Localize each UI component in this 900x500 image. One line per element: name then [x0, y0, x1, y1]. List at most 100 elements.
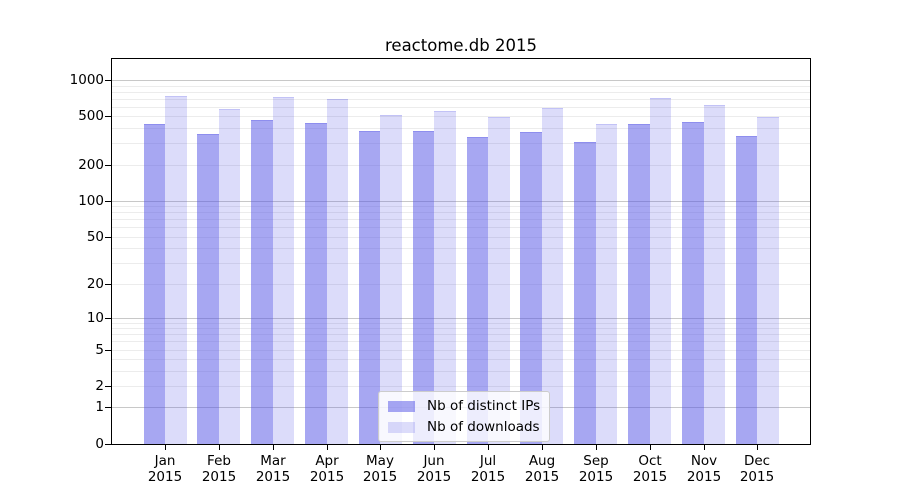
y-tick: [105, 444, 111, 445]
x-tick-label-month: Jan: [154, 453, 176, 469]
y-tick: [105, 237, 111, 238]
bar-downloads: [434, 111, 456, 444]
bar-downloads: [380, 115, 402, 444]
bar-downloads: [488, 117, 510, 444]
bar-distinct-ips: [466, 137, 489, 444]
bar-distinct-ips: [358, 131, 381, 444]
legend-swatch-distinct-ips: [388, 400, 415, 412]
bar-distinct-ips: [305, 123, 327, 444]
x-tick-label-year: 2015: [362, 469, 398, 485]
bar-downloads: [595, 124, 618, 444]
x-tick-label-year: 2015: [739, 469, 775, 485]
y-gridline: [112, 322, 810, 324]
y-tick-label: 5: [95, 342, 104, 358]
y-gridline: [112, 283, 810, 285]
x-tick: [273, 445, 274, 450]
y-gridline: [112, 200, 810, 202]
y-gridline: [112, 385, 810, 387]
x-tick: [327, 445, 328, 450]
x-tick-label: Nov 2015: [672, 453, 736, 485]
y-gridline: [112, 218, 810, 220]
x-tick-label-year: 2015: [578, 469, 614, 485]
bar-downloads: [757, 117, 779, 444]
x-tick-label: Sep 2015: [564, 453, 628, 485]
y-gridline: [112, 370, 810, 372]
bar-downloads: [326, 99, 349, 444]
x-tick: [650, 445, 651, 450]
x-tick-label-month: Feb: [207, 453, 231, 469]
y-tick: [105, 201, 111, 202]
x-tick-label: Oct 2015: [618, 453, 682, 485]
x-tick: [380, 445, 381, 450]
x-tick: [219, 445, 220, 450]
y-tick-label: 200: [78, 157, 104, 173]
y-gridline: [112, 340, 810, 342]
x-tick-label-month: Apr: [315, 453, 339, 469]
y-tick-label: 20: [86, 276, 104, 292]
x-tick: [488, 445, 489, 450]
x-tick-label: Mar 2015: [241, 453, 305, 485]
x-tick-label-month: Jun: [423, 453, 445, 469]
x-tick-label-year: 2015: [147, 469, 183, 485]
y-tick: [105, 165, 111, 166]
y-tick-label: 500: [78, 108, 104, 124]
x-tick-label-year: 2015: [524, 469, 560, 485]
y-gridline: [112, 85, 810, 87]
y-gridline: [112, 358, 810, 360]
y-tick: [105, 350, 111, 351]
legend-swatch-downloads: [388, 421, 415, 433]
x-tick-label: Feb 2015: [187, 453, 251, 485]
y-gridline: [112, 79, 810, 81]
x-tick-label: May 2015: [348, 453, 412, 485]
x-tick-label-month: Sep: [583, 453, 609, 469]
legend: Nb of distinct IPs Nb of downloads: [378, 391, 551, 442]
y-tick: [105, 116, 111, 117]
y-tick-label: 100: [78, 193, 104, 209]
chart-title: reactome.db 2015: [385, 36, 537, 55]
y-gridline: [112, 211, 810, 213]
bar-distinct-ips: [682, 122, 704, 444]
x-tick-label-month: Jul: [479, 453, 497, 469]
x-tick-label-year: 2015: [632, 469, 668, 485]
y-gridline: [112, 262, 810, 264]
y-tick-label: 1: [95, 399, 104, 415]
y-tick: [105, 318, 111, 319]
bar-downloads: [165, 96, 187, 444]
x-tick: [434, 445, 435, 450]
x-tick-label-year: 2015: [309, 469, 345, 485]
y-tick-label: 50: [86, 229, 104, 245]
y-gridline: [112, 327, 810, 329]
y-gridline: [112, 317, 810, 319]
x-tick-label-month: May: [366, 453, 394, 469]
y-tick-label: 2: [95, 378, 104, 394]
legend-item-downloads: Nb of downloads: [388, 418, 540, 436]
y-tick: [105, 284, 111, 285]
y-gridline: [112, 333, 810, 335]
y-tick-label: 1000: [69, 72, 104, 88]
x-tick-label-month: Oct: [638, 453, 662, 469]
x-tick: [704, 445, 705, 450]
x-tick-label: Jun 2015: [402, 453, 466, 485]
bar-distinct-ips: [735, 136, 758, 444]
bar-downloads: [541, 108, 564, 444]
y-gridline: [112, 115, 810, 117]
x-tick-label: Jul 2015: [456, 453, 520, 485]
x-tick-label: Aug 2015: [510, 453, 574, 485]
y-gridline: [112, 226, 810, 228]
x-tick-label-month: Dec: [743, 453, 771, 469]
bar-downloads: [218, 109, 241, 444]
bar-distinct-ips: [197, 134, 219, 444]
bar-distinct-ips: [628, 124, 650, 444]
bar-downloads: [703, 105, 725, 444]
x-tick: [757, 445, 758, 450]
x-tick: [596, 445, 597, 450]
x-tick-label-month: Mar: [260, 453, 286, 469]
y-tick: [105, 386, 111, 387]
legend-label-distinct-ips: Nb of distinct IPs: [427, 398, 541, 414]
x-tick-label-year: 2015: [255, 469, 291, 485]
x-tick: [165, 445, 166, 450]
y-tick-label: 10: [86, 310, 104, 326]
plot-area: Nb of distinct IPs Nb of downloads: [111, 58, 811, 445]
x-tick-label: Dec 2015: [725, 453, 789, 485]
